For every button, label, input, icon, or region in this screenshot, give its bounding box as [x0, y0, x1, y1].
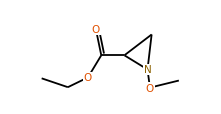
Text: O: O: [92, 25, 100, 34]
Text: O: O: [84, 73, 92, 83]
Text: N: N: [144, 65, 151, 75]
Text: O: O: [146, 83, 154, 93]
